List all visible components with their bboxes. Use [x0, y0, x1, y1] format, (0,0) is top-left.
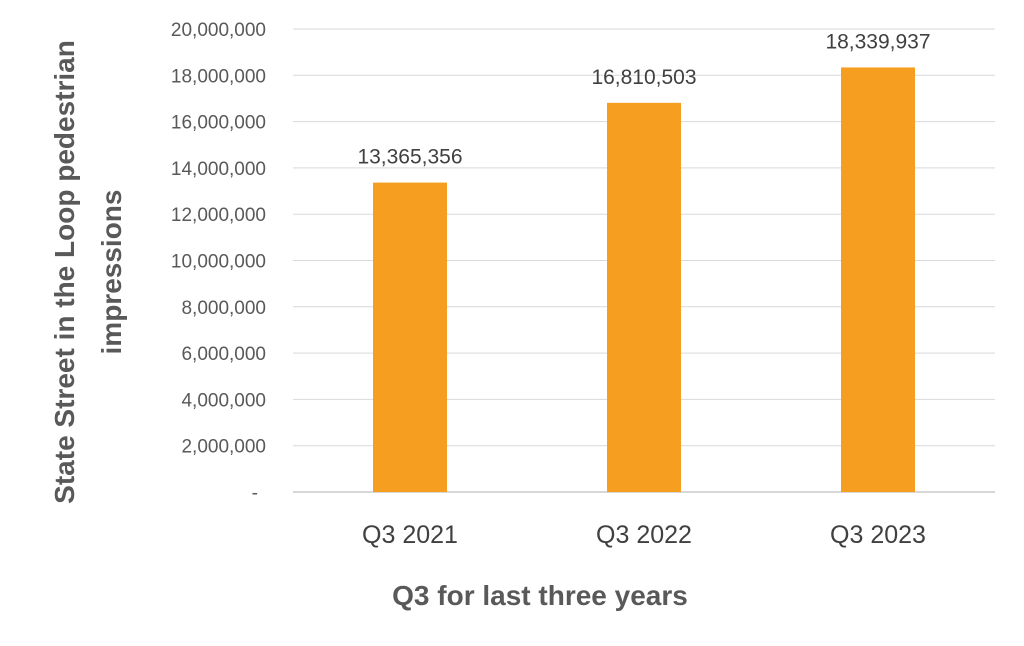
y-tick-label: -	[252, 483, 258, 504]
data-label: 18,339,937	[825, 30, 930, 53]
y-tick-label: 16,000,000	[171, 113, 266, 134]
data-label: 13,365,356	[357, 146, 462, 169]
x-axis-categories: Q3 2021 Q3 2022 Q3 2023	[362, 521, 926, 549]
y-axis-title-line-1: State Street in the Loop pedestrian	[49, 40, 80, 504]
y-axis-ticks: - 2,000,000 4,000,000 6,000,000 8,000,000 10,…	[171, 20, 266, 504]
data-label: 16,810,503	[591, 66, 696, 89]
x-category-label: Q3 2022	[596, 521, 692, 549]
y-tick-label: 8,000,000	[181, 298, 266, 319]
x-category-label: Q3 2023	[830, 521, 926, 549]
x-category-label: Q3 2021	[362, 521, 458, 549]
y-axis-title: State Street in the Loop pedestrian impr…	[49, 40, 127, 504]
y-tick-label: 18,000,000	[171, 66, 266, 87]
bar	[373, 182, 447, 492]
bar	[607, 102, 681, 492]
data-labels: 13,365,356 16,810,503 18,339,937	[357, 30, 930, 168]
y-tick-label: 14,000,000	[171, 159, 266, 180]
y-tick-label: 6,000,000	[181, 344, 266, 365]
y-tick-label: 2,000,000	[181, 437, 266, 458]
x-axis-title: Q3 for last three years	[392, 580, 688, 611]
y-tick-label: 12,000,000	[171, 205, 266, 226]
y-tick-label: 20,000,000	[171, 20, 266, 41]
y-tick-label: 4,000,000	[181, 390, 266, 411]
y-tick-label: 10,000,000	[171, 252, 266, 273]
bars	[373, 67, 915, 493]
y-axis-title-line-2: impressions	[96, 190, 127, 355]
bar	[841, 67, 915, 493]
